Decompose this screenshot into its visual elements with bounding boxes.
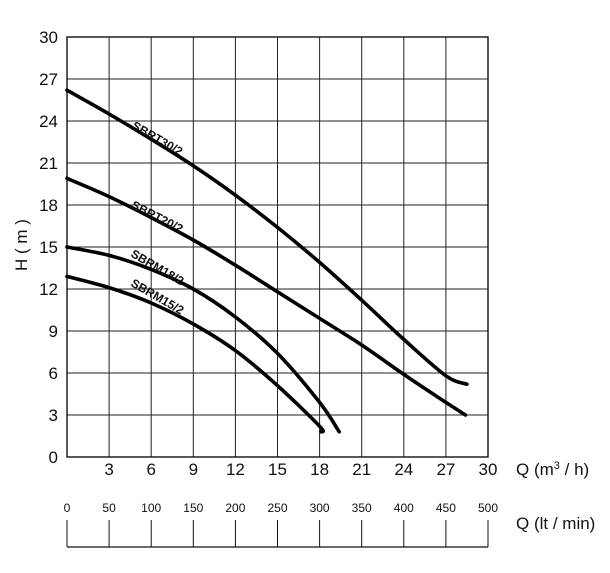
y-tick-label: 21: [39, 154, 58, 173]
series-curves: [65, 88, 469, 434]
secondary-x-tick-label: 50: [102, 501, 116, 515]
y-tick-label: 0: [49, 448, 58, 467]
secondary-x-tick-label: 300: [310, 501, 330, 515]
y-tick-label: 15: [39, 238, 58, 257]
secondary-x-tick-label: 400: [394, 501, 414, 515]
y-tick-label: 12: [39, 280, 58, 299]
series-label: SBRT30/2: [130, 118, 186, 158]
series-curve: [65, 274, 325, 434]
grid: [66, 36, 489, 458]
x-tick-label: 27: [436, 460, 455, 479]
secondary-x-tick-label: 150: [183, 501, 203, 515]
x-tick-label: 9: [189, 460, 198, 479]
secondary-x-tick-label: 500: [478, 501, 498, 515]
y-axis-title: H ( m ): [12, 219, 31, 271]
y-tick-label: 27: [39, 70, 58, 89]
x-tick-label: 3: [104, 460, 113, 479]
x-tick-label: 21: [352, 460, 371, 479]
y-tick-label: 24: [39, 112, 58, 131]
secondary-x-tick-label: 250: [267, 501, 287, 515]
y-tick-label: 18: [39, 196, 58, 215]
x-axis-title-tail: / h): [560, 460, 589, 479]
secondary-x-tick-label: 450: [436, 501, 456, 515]
x-axis-ticks: 3 6 9 12 15 18 21 24 27 30: [104, 460, 497, 479]
secondary-x-tick-label: 350: [352, 501, 372, 515]
secondary-x-tick-label: 200: [225, 501, 245, 515]
y-tick-label: 3: [49, 406, 58, 425]
series-curve: [65, 176, 468, 417]
secondary-x-tick-label: 100: [141, 501, 161, 515]
secondary-x-axis: 0 50 100 150 200 250 300 350 400 450 500: [64, 501, 498, 548]
x-tick-label: 30: [479, 460, 498, 479]
y-tick-label: 9: [49, 322, 58, 341]
x-tick-label: 12: [226, 460, 245, 479]
series-label: SBRT20/2: [129, 198, 186, 236]
x-tick-label: 18: [310, 460, 329, 479]
x-tick-label: 6: [146, 460, 155, 479]
y-tick-label: 30: [39, 28, 58, 47]
x-axis-title: Q (m3 / h): [516, 460, 589, 479]
y-axis-ticks: 0 3 6 9 12 15 18 21 24 27 30: [39, 28, 58, 467]
secondary-x-axis-title: Q (lt / min): [516, 514, 595, 533]
series-curve: [65, 88, 469, 386]
y-tick-label: 6: [49, 364, 58, 383]
x-axis-title-main: Q (m: [516, 460, 554, 479]
secondary-x-tick-label: 0: [64, 501, 71, 515]
x-tick-label: 24: [394, 460, 413, 479]
series-curve: [65, 245, 341, 434]
x-axis-title-sup: 3: [554, 460, 560, 472]
x-tick-label: 15: [268, 460, 287, 479]
